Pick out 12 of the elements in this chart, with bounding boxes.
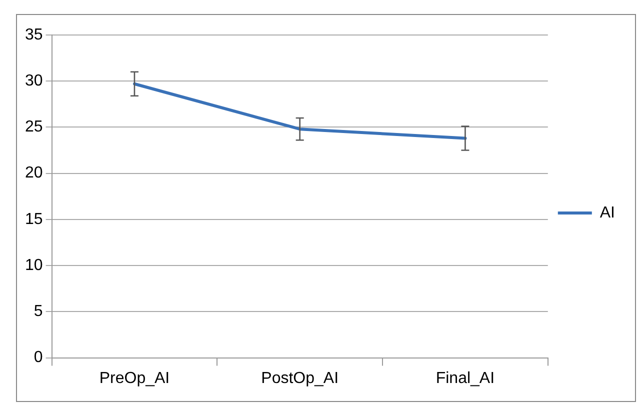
y-tick-label: 20	[25, 164, 43, 182]
legend-label: AI	[600, 204, 616, 222]
y-tick-label: 5	[34, 303, 43, 320]
y-tick-label: 25	[25, 118, 43, 136]
x-tick-label: Final_AI	[436, 370, 495, 387]
x-tick-label: PreOp_AI	[99, 370, 170, 387]
y-tick-label: 15	[25, 210, 43, 228]
y-tick-label: 30	[25, 72, 43, 90]
y-tick-label: 10	[25, 256, 43, 274]
x-tick-label: PostOp_AI	[261, 370, 339, 387]
y-tick-label: 0	[34, 349, 43, 366]
y-tick-label: 35	[25, 26, 43, 44]
